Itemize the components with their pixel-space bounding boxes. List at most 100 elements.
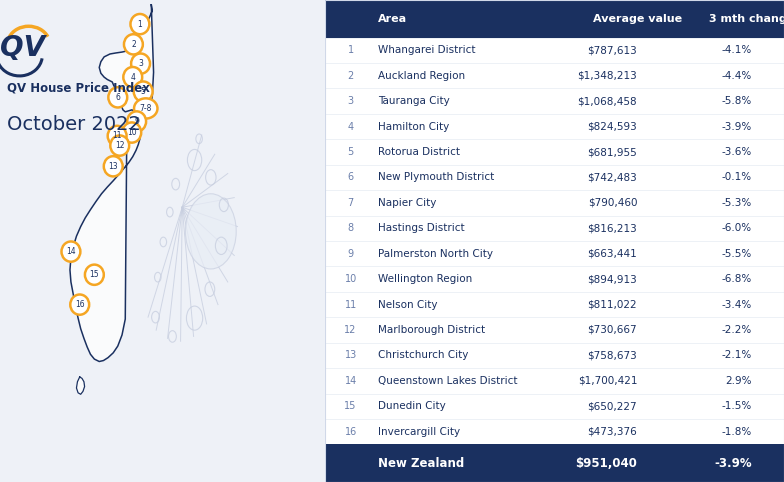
- Text: Christchurch City: Christchurch City: [378, 350, 469, 361]
- Text: -5.3%: -5.3%: [721, 198, 752, 208]
- Text: 14: 14: [344, 376, 357, 386]
- Text: 2.9%: 2.9%: [725, 376, 752, 386]
- Text: -3.9%: -3.9%: [721, 121, 752, 132]
- Text: Average value: Average value: [593, 14, 682, 24]
- Text: $894,913: $894,913: [587, 274, 637, 284]
- Text: $790,460: $790,460: [588, 198, 637, 208]
- Text: $787,613: $787,613: [587, 45, 637, 55]
- Ellipse shape: [127, 111, 146, 132]
- Text: Area: Area: [378, 14, 407, 24]
- Text: QV: QV: [0, 34, 45, 62]
- Text: -4.4%: -4.4%: [721, 71, 752, 80]
- Text: 12: 12: [115, 141, 125, 150]
- Text: 5: 5: [140, 87, 146, 96]
- Text: 14: 14: [66, 247, 76, 256]
- Ellipse shape: [85, 265, 103, 285]
- Text: Hastings District: Hastings District: [378, 223, 465, 233]
- Text: 2: 2: [131, 40, 136, 49]
- Polygon shape: [100, 5, 154, 117]
- Text: Tauranga City: Tauranga City: [378, 96, 450, 106]
- Text: Invercargill City: Invercargill City: [378, 427, 460, 437]
- Text: 15: 15: [344, 402, 357, 411]
- Text: $816,213: $816,213: [587, 223, 637, 233]
- Text: -3.6%: -3.6%: [721, 147, 752, 157]
- Text: 3 mth change: 3 mth change: [710, 14, 784, 24]
- Ellipse shape: [61, 241, 81, 262]
- Text: Auckland Region: Auckland Region: [378, 71, 465, 80]
- Ellipse shape: [123, 67, 142, 87]
- Polygon shape: [70, 120, 140, 362]
- Polygon shape: [77, 377, 85, 394]
- Text: $681,955: $681,955: [587, 147, 637, 157]
- Ellipse shape: [124, 34, 143, 54]
- Text: $758,673: $758,673: [587, 350, 637, 361]
- Text: 3: 3: [138, 59, 143, 68]
- Ellipse shape: [71, 295, 89, 315]
- Text: -5.5%: -5.5%: [721, 249, 752, 259]
- Text: -2.1%: -2.1%: [721, 350, 752, 361]
- Bar: [325, 38, 784, 444]
- Bar: [325, 0, 784, 38]
- Text: QV House Price Index: QV House Price Index: [6, 81, 150, 94]
- Text: 6: 6: [115, 93, 120, 102]
- Text: New Plymouth District: New Plymouth District: [378, 173, 495, 182]
- Text: $1,348,213: $1,348,213: [578, 71, 637, 80]
- Circle shape: [186, 194, 236, 269]
- Text: 8: 8: [347, 223, 354, 233]
- Text: 6: 6: [347, 173, 354, 182]
- Text: Whangarei District: Whangarei District: [378, 45, 476, 55]
- Text: 4: 4: [347, 121, 354, 132]
- Text: 5: 5: [347, 147, 354, 157]
- Ellipse shape: [130, 14, 149, 34]
- Text: 16: 16: [75, 300, 85, 309]
- Text: Wellington Region: Wellington Region: [378, 274, 472, 284]
- Text: 1: 1: [137, 20, 142, 28]
- Text: -3.9%: -3.9%: [714, 457, 752, 469]
- Text: -5.8%: -5.8%: [721, 96, 752, 106]
- Text: $742,483: $742,483: [587, 173, 637, 182]
- Text: Rotorua District: Rotorua District: [378, 147, 460, 157]
- Bar: [325, 444, 784, 482]
- Text: 11: 11: [112, 132, 122, 140]
- Text: New Zealand: New Zealand: [378, 457, 464, 469]
- Ellipse shape: [103, 156, 122, 176]
- Text: -4.1%: -4.1%: [721, 45, 752, 55]
- Text: -3.4%: -3.4%: [721, 300, 752, 309]
- Text: 7-8: 7-8: [140, 104, 152, 113]
- Text: $811,022: $811,022: [588, 300, 637, 309]
- Text: 9: 9: [134, 117, 139, 126]
- Text: 11: 11: [344, 300, 357, 309]
- Text: Napier City: Napier City: [378, 198, 437, 208]
- Text: 15: 15: [89, 270, 99, 279]
- Text: 13: 13: [108, 162, 118, 171]
- Text: $1,068,458: $1,068,458: [578, 96, 637, 106]
- Text: Queenstown Lakes District: Queenstown Lakes District: [378, 376, 517, 386]
- Text: 10: 10: [127, 128, 136, 137]
- Ellipse shape: [107, 126, 126, 146]
- Text: $951,040: $951,040: [575, 457, 637, 469]
- Text: 16: 16: [344, 427, 357, 437]
- Text: Dunedin City: Dunedin City: [378, 402, 446, 411]
- Ellipse shape: [134, 98, 158, 119]
- Ellipse shape: [131, 54, 150, 74]
- Text: Marlborough District: Marlborough District: [378, 325, 485, 335]
- Text: $824,593: $824,593: [587, 121, 637, 132]
- Text: Palmerston North City: Palmerston North City: [378, 249, 493, 259]
- Text: 3: 3: [347, 96, 354, 106]
- Text: $730,667: $730,667: [588, 325, 637, 335]
- Text: 9: 9: [347, 249, 354, 259]
- Text: 10: 10: [344, 274, 357, 284]
- Text: -6.0%: -6.0%: [722, 223, 752, 233]
- Text: October 2022: October 2022: [6, 115, 140, 134]
- Text: 4: 4: [130, 73, 135, 81]
- Text: Nelson City: Nelson City: [378, 300, 437, 309]
- Ellipse shape: [134, 81, 153, 102]
- Text: -6.8%: -6.8%: [721, 274, 752, 284]
- Text: $663,441: $663,441: [587, 249, 637, 259]
- Ellipse shape: [108, 87, 127, 107]
- Text: Hamilton City: Hamilton City: [378, 121, 449, 132]
- Text: -1.8%: -1.8%: [721, 427, 752, 437]
- Ellipse shape: [111, 135, 129, 156]
- Text: $1,700,421: $1,700,421: [578, 376, 637, 386]
- Text: 7: 7: [347, 198, 354, 208]
